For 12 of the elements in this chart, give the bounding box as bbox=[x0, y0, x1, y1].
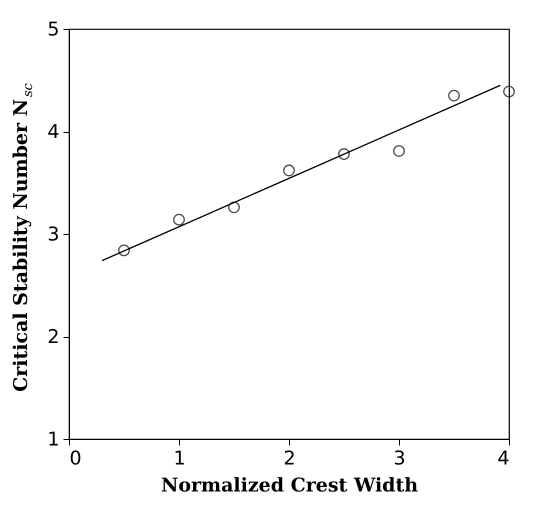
y-axis-title: Critical Stability Number Nsc bbox=[10, 82, 36, 392]
y-tick-label: 4 bbox=[47, 121, 60, 143]
x-tick-label: 3 bbox=[393, 448, 406, 470]
y-tick-label: 1 bbox=[47, 428, 60, 450]
x-axis-title: Normalized Crest Width bbox=[160, 474, 418, 496]
x-tick-label: 1 bbox=[173, 448, 186, 470]
x-tick-label: 2 bbox=[283, 448, 296, 470]
x-tick-label: 0 bbox=[70, 448, 82, 470]
y-tick-label: 3 bbox=[47, 224, 60, 246]
y-tick-label: 5 bbox=[47, 18, 60, 40]
x-tick-label: 4 bbox=[497, 448, 510, 470]
y-tick-label: 2 bbox=[47, 326, 60, 348]
